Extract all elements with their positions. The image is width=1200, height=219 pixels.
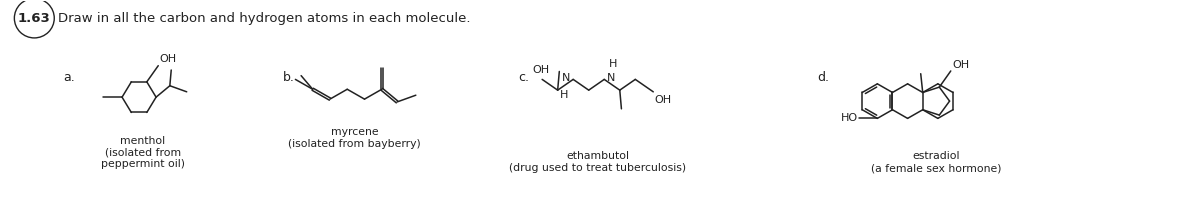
Text: N: N xyxy=(562,73,570,83)
Text: ethambutol: ethambutol xyxy=(566,152,629,161)
Text: menthol: menthol xyxy=(120,136,166,146)
Text: a.: a. xyxy=(64,71,74,84)
Text: OH: OH xyxy=(953,60,970,70)
Text: myrcene: myrcene xyxy=(331,127,379,137)
Text: OH: OH xyxy=(533,65,550,75)
Text: (isolated from: (isolated from xyxy=(104,148,181,157)
Text: H: H xyxy=(560,90,569,100)
Text: peppermint oil): peppermint oil) xyxy=(101,159,185,169)
Text: estradiol: estradiol xyxy=(912,152,960,161)
Text: d.: d. xyxy=(817,71,829,84)
Text: (isolated from bayberry): (isolated from bayberry) xyxy=(288,139,421,149)
Text: b.: b. xyxy=(283,71,295,84)
Text: HO: HO xyxy=(841,113,858,123)
Text: c.: c. xyxy=(518,71,529,84)
Text: Draw in all the carbon and hydrogen atoms in each molecule.: Draw in all the carbon and hydrogen atom… xyxy=(59,12,470,25)
Text: 1.63: 1.63 xyxy=(18,12,50,25)
Text: N: N xyxy=(607,73,616,83)
Text: (drug used to treat tuberculosis): (drug used to treat tuberculosis) xyxy=(509,163,686,173)
Text: OH: OH xyxy=(160,54,176,64)
Text: H: H xyxy=(610,58,618,69)
Text: OH: OH xyxy=(654,95,672,105)
Text: (a female sex hormone): (a female sex hormone) xyxy=(871,163,1001,173)
